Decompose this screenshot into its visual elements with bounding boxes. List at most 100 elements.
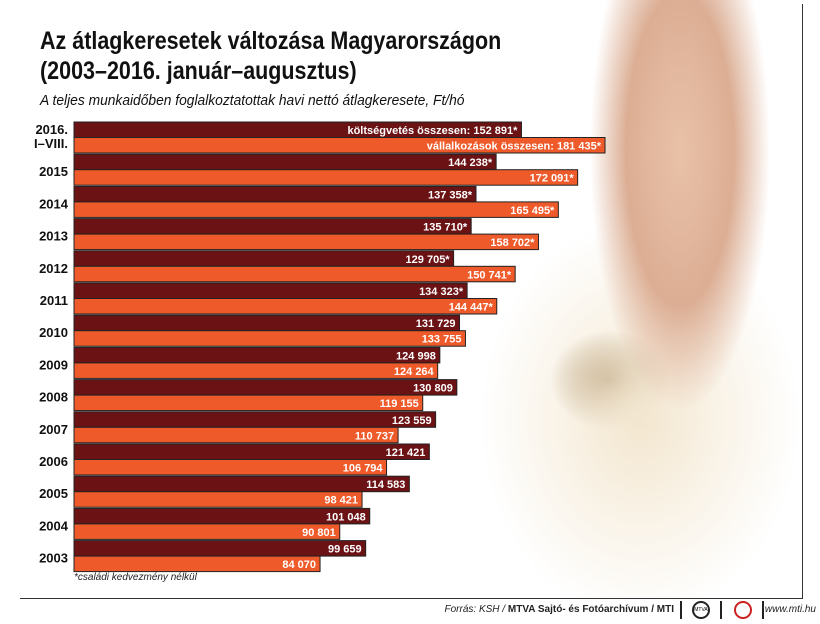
bar-budget: [73, 443, 430, 460]
bar-enterprise: [73, 555, 321, 573]
frame: [20, 4, 803, 599]
category-label-line: 2015: [39, 164, 68, 179]
data-label: 133 755: [422, 334, 462, 346]
bar-budget: [73, 411, 437, 428]
category-label: 2014: [39, 196, 69, 211]
data-label: 135 710*: [423, 222, 468, 234]
data-label: 106 794: [343, 463, 384, 475]
bar-budget: [73, 282, 468, 299]
mtva-logo: MTVA: [692, 601, 710, 619]
category-label: 2007: [39, 422, 68, 437]
category-label-line: 2007: [39, 422, 68, 437]
category-label-line: 2006: [39, 454, 68, 469]
data-label: 124 998: [396, 350, 436, 362]
data-label: költségvetés összesen: 152 891*: [347, 125, 518, 137]
data-label: 114 583: [366, 479, 405, 491]
data-label: 123 559: [392, 415, 432, 427]
title-line-2: (2003–2016. január–augusztus): [40, 57, 357, 85]
data-label: 172 091*: [530, 173, 575, 185]
category-label-line: I–VIII.: [34, 136, 68, 151]
category-label: 2012: [39, 261, 68, 276]
category-label-line: 2013: [39, 229, 68, 244]
category-label-line: 2014: [39, 196, 69, 211]
bar-enterprise: [73, 201, 559, 218]
category-label-line: 2012: [39, 261, 68, 276]
bar-budget: [73, 250, 455, 267]
mti-logo-icon: [734, 601, 752, 619]
category-label: 2010: [39, 325, 68, 340]
bar-enterprise: [73, 491, 363, 508]
divider: [762, 601, 764, 619]
category-label-line: 2005: [39, 486, 68, 501]
bar-enterprise: [73, 394, 424, 412]
data-label: vállalkozások összesen: 181 435*: [427, 141, 602, 153]
source: Forrás: KSH / MTVA Sajtó- és Fotóarchívu…: [445, 604, 674, 615]
data-label: 98 421: [324, 495, 358, 507]
chart-subtitle: A teljes munkaidőben foglalkoztatottak h…: [40, 92, 465, 109]
data-label: 158 702*: [490, 237, 535, 249]
category-label-line: 2011: [40, 293, 68, 308]
category-label: 2011: [40, 293, 68, 308]
website-link[interactable]: www.mti.hu: [764, 604, 816, 615]
divider: [680, 601, 682, 619]
bar-enterprise: [73, 362, 439, 379]
divider: [720, 601, 722, 619]
data-label: 144 238*: [448, 157, 493, 169]
bar-budget: [73, 540, 367, 557]
category-label: 2004: [39, 518, 69, 533]
data-label: 144 447*: [449, 302, 494, 314]
category-label: 2015: [39, 164, 68, 179]
bar-enterprise: [73, 330, 466, 347]
chart-title: Az átlagkeresetek változása Magyarország…: [40, 26, 501, 86]
bar-budget: [73, 185, 477, 203]
bar-enterprise: [73, 298, 498, 315]
source-agency: MTVA Sajtó- és Fotóarchívum / MTI: [507, 604, 674, 615]
bar-budget: [73, 153, 497, 171]
data-label: 165 495*: [510, 205, 555, 217]
data-label: 90 801: [302, 527, 336, 539]
bar-budget: [73, 346, 441, 364]
category-label-line: 2016.: [35, 122, 68, 137]
bar-enterprise: [73, 137, 606, 154]
category-label: 2009: [39, 357, 68, 372]
bar-budget: [73, 475, 410, 493]
category-label-line: 2009: [39, 357, 68, 372]
category-label: 2016. I–VIII.: [34, 122, 68, 151]
category-label: 2005: [39, 486, 68, 501]
category-label-line: 2010: [39, 325, 68, 340]
category-label-line: 2008: [39, 390, 68, 405]
source-prefix: Forrás: KSH /: [444, 604, 508, 615]
category-label-line: 2003: [39, 551, 68, 566]
bar-budget: [73, 379, 458, 396]
bar-enterprise: [73, 459, 388, 476]
data-label: 119 155: [380, 398, 419, 410]
bar-enterprise: [73, 169, 579, 186]
category-label: 2013: [39, 229, 68, 244]
data-label: 129 705*: [406, 254, 451, 266]
data-label: 101 048: [326, 511, 366, 523]
data-label: 84 070: [282, 559, 316, 571]
category-label-line: 2004: [39, 518, 69, 533]
bar-enterprise: [73, 523, 341, 540]
data-label: 137 358*: [428, 189, 473, 201]
background-photo-hand-coin: [470, 0, 820, 600]
category-label: 2006: [39, 454, 68, 469]
title-line-1: Az átlagkeresetek változása Magyarország…: [40, 27, 502, 55]
data-label: 134 323*: [419, 286, 464, 298]
footnote: *családi kedvezmény nélkül: [74, 572, 197, 583]
category-label: 2008: [39, 390, 68, 405]
bar-enterprise: [73, 233, 539, 251]
data-label: 150 741*: [467, 269, 512, 281]
bar-budget: [73, 314, 461, 332]
data-label: 130 809: [413, 383, 453, 395]
data-label: 121 421: [386, 447, 426, 459]
bar-enterprise: [73, 426, 399, 444]
bar-budget: [73, 218, 472, 235]
bar-enterprise: [73, 265, 516, 283]
category-label: 2003: [39, 551, 68, 566]
data-label: 99 659: [328, 544, 362, 556]
data-label: 124 264: [394, 366, 435, 378]
data-label: 131 729: [416, 318, 456, 330]
